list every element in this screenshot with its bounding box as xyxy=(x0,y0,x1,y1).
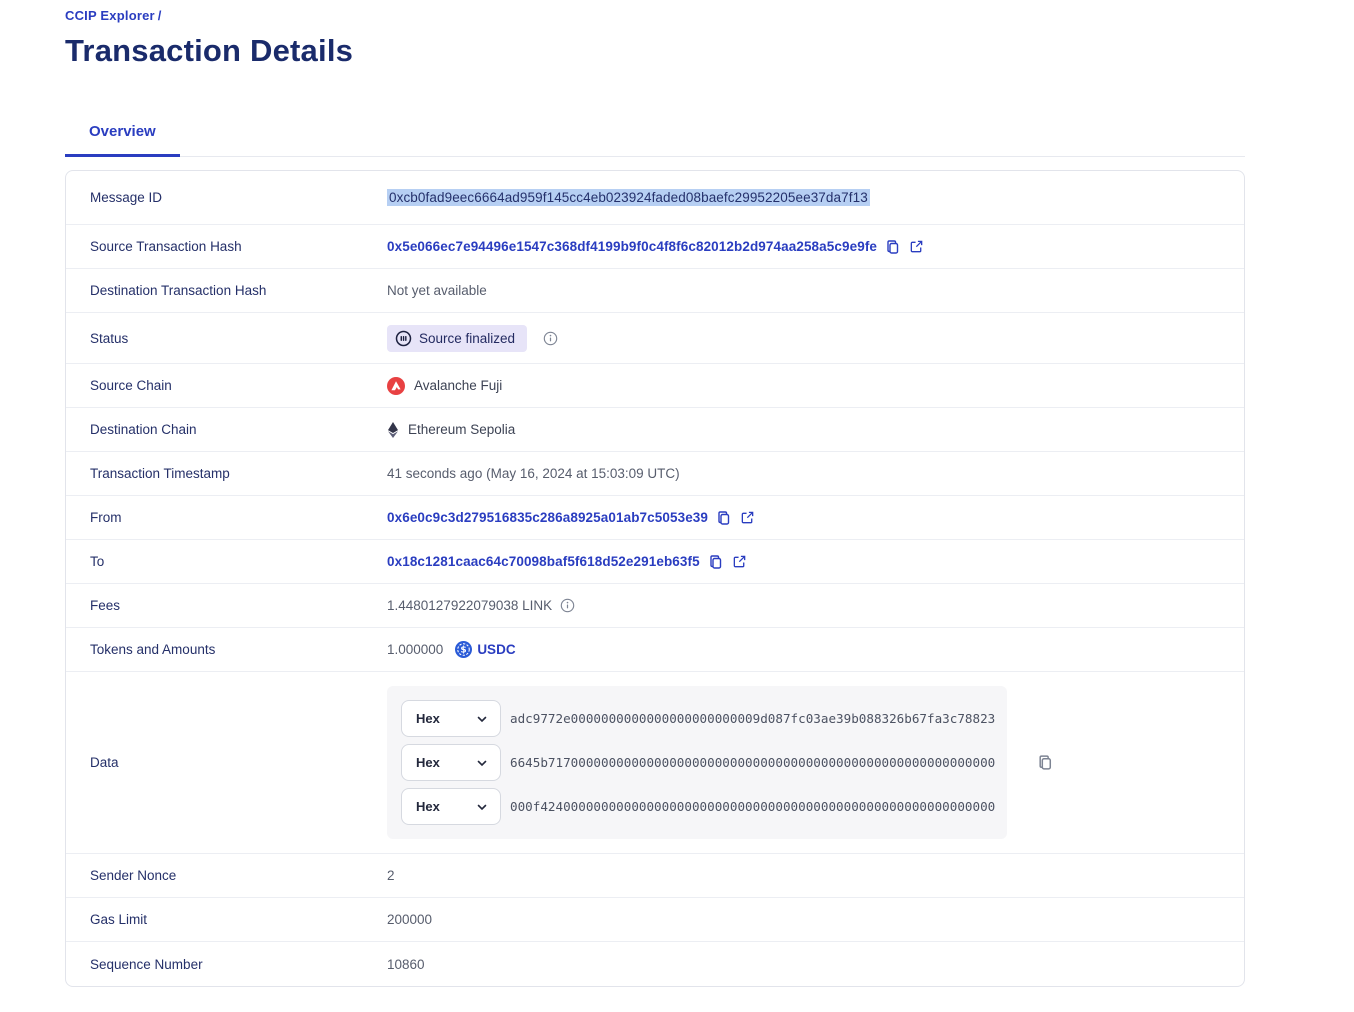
external-link-icon[interactable] xyxy=(732,554,747,569)
sender-nonce-value: 2 xyxy=(387,868,395,883)
breadcrumb: CCIP Explorer / xyxy=(65,8,1245,23)
source-tx-hash-link[interactable]: 0x5e066ec7e94496e1547c368df4199b9f0c4f8f… xyxy=(387,239,878,254)
table-row-fees: Fees 1.4480127922079038 LINK xyxy=(66,584,1244,628)
gas-limit-value: 200000 xyxy=(387,912,433,927)
table-row-status: Status Source finalized xyxy=(66,313,1244,364)
table-row-tokens: Tokens and Amounts 1.000000 $ USDC xyxy=(66,628,1244,672)
breadcrumb-ccip-explorer-link[interactable]: CCIP Explorer xyxy=(65,8,155,23)
transaction-details-table: Message ID 0xcb0fad9eec6664ad959f145cc4e… xyxy=(65,170,1245,987)
table-row-sequence-number: Sequence Number 10860 xyxy=(66,942,1244,986)
source-tx-hash-label: Source Transaction Hash xyxy=(90,239,242,254)
data-hex-value: 000f424000000000000000000000000000000000… xyxy=(510,799,996,814)
table-row-source-chain: Source Chain Avalanche Fuji xyxy=(66,364,1244,408)
data-line: Hex 6645b7170000000000000000000000000000… xyxy=(401,744,996,781)
token-amount: 1.000000 xyxy=(387,642,444,657)
info-icon[interactable] xyxy=(560,598,575,613)
fees-value: 1.4480127922079038 LINK xyxy=(387,598,553,613)
dest-tx-hash-label: Destination Transaction Hash xyxy=(90,283,267,298)
external-link-icon[interactable] xyxy=(909,239,924,254)
sequence-number-value: 10860 xyxy=(387,956,425,972)
data-line: Hex adc9772e0000000000000000000000009d08… xyxy=(401,700,996,737)
copy-icon[interactable] xyxy=(716,510,732,526)
table-row-message-id: Message ID 0xcb0fad9eec6664ad959f145cc4e… xyxy=(66,171,1244,225)
from-address-link[interactable]: 0x6e0c9c3d279516835c286a8925a01ab7c5053e… xyxy=(387,510,709,525)
table-row-data: Data Hex adc9772e00000000000000000000000… xyxy=(66,672,1244,854)
hex-format-select[interactable]: Hex xyxy=(401,700,501,737)
from-label: From xyxy=(90,510,122,525)
tab-bar: Overview xyxy=(65,113,1245,157)
status-badge-text: Source finalized xyxy=(419,330,516,346)
tab-overview[interactable]: Overview xyxy=(65,113,180,157)
table-row-from: From 0x6e0c9c3d279516835c286a8925a01ab7c… xyxy=(66,496,1244,540)
external-link-icon[interactable] xyxy=(740,510,755,525)
table-row-dest-tx-hash: Destination Transaction Hash Not yet ava… xyxy=(66,269,1244,313)
svg-text:$: $ xyxy=(461,646,467,656)
tokens-label: Tokens and Amounts xyxy=(90,642,216,657)
usdc-token-link[interactable]: $ USDC xyxy=(455,641,516,658)
table-row-to: To 0x18c1281caac64c70098baf5f618d52e291e… xyxy=(66,540,1244,584)
status-progress-icon xyxy=(395,330,412,347)
ethereum-icon xyxy=(387,421,399,439)
copy-icon[interactable] xyxy=(1037,754,1054,771)
gas-limit-label: Gas Limit xyxy=(90,912,148,927)
dest-chain-label: Destination Chain xyxy=(90,422,197,437)
source-chain-value: Avalanche Fuji xyxy=(414,378,503,393)
timestamp-label: Transaction Timestamp xyxy=(90,466,230,481)
message-id-value: 0xcb0fad9eec6664ad959f145cc4eb023924fade… xyxy=(387,189,870,206)
info-icon[interactable] xyxy=(543,331,558,346)
status-badge: Source finalized xyxy=(387,324,528,352)
table-row-gas-limit: Gas Limit 200000 xyxy=(66,898,1244,942)
transaction-details-page: CCIP Explorer / Transaction Details Overv… xyxy=(65,8,1245,987)
usdc-token-label: USDC xyxy=(477,642,516,657)
source-chain-label: Source Chain xyxy=(90,378,172,393)
table-row-source-tx-hash: Source Transaction Hash 0x5e066ec7e94496… xyxy=(66,225,1244,269)
table-row-dest-chain: Destination Chain Ethereum Sepolia xyxy=(66,408,1244,452)
chevron-down-icon xyxy=(476,757,488,769)
data-hex-value: adc9772e0000000000000000000000009d087fc0… xyxy=(510,711,996,726)
timestamp-value: 41 seconds ago (May 16, 2024 at 15:03:09… xyxy=(387,466,680,481)
hex-format-select[interactable]: Hex xyxy=(401,788,501,825)
fees-label: Fees xyxy=(90,598,121,613)
status-label: Status xyxy=(90,330,129,346)
usdc-icon: $ xyxy=(455,641,473,658)
data-label: Data xyxy=(90,755,119,770)
chevron-down-icon xyxy=(476,713,488,725)
data-hex-panel: Hex adc9772e0000000000000000000000009d08… xyxy=(387,686,1007,839)
breadcrumb-separator: / xyxy=(157,8,162,23)
copy-icon[interactable] xyxy=(885,239,901,255)
to-label: To xyxy=(90,554,105,569)
dest-tx-hash-value: Not yet available xyxy=(387,283,487,298)
page-title: Transaction Details xyxy=(65,33,354,68)
hex-format-select[interactable]: Hex xyxy=(401,744,501,781)
data-line: Hex 000f42400000000000000000000000000000… xyxy=(401,788,996,825)
data-hex-value: 6645b71700000000000000000000000000000000… xyxy=(510,755,996,770)
to-address-link[interactable]: 0x18c1281caac64c70098baf5f618d52e291eb63… xyxy=(387,554,700,569)
avalanche-icon xyxy=(387,376,405,395)
dest-chain-value: Ethereum Sepolia xyxy=(408,422,516,437)
chevron-down-icon xyxy=(476,801,488,813)
copy-icon[interactable] xyxy=(708,554,724,570)
sender-nonce-label: Sender Nonce xyxy=(90,868,177,883)
table-row-sender-nonce: Sender Nonce 2 xyxy=(66,854,1244,898)
message-id-label: Message ID xyxy=(90,190,163,205)
table-row-timestamp: Transaction Timestamp 41 seconds ago (Ma… xyxy=(66,452,1244,496)
sequence-number-label: Sequence Number xyxy=(90,956,203,972)
